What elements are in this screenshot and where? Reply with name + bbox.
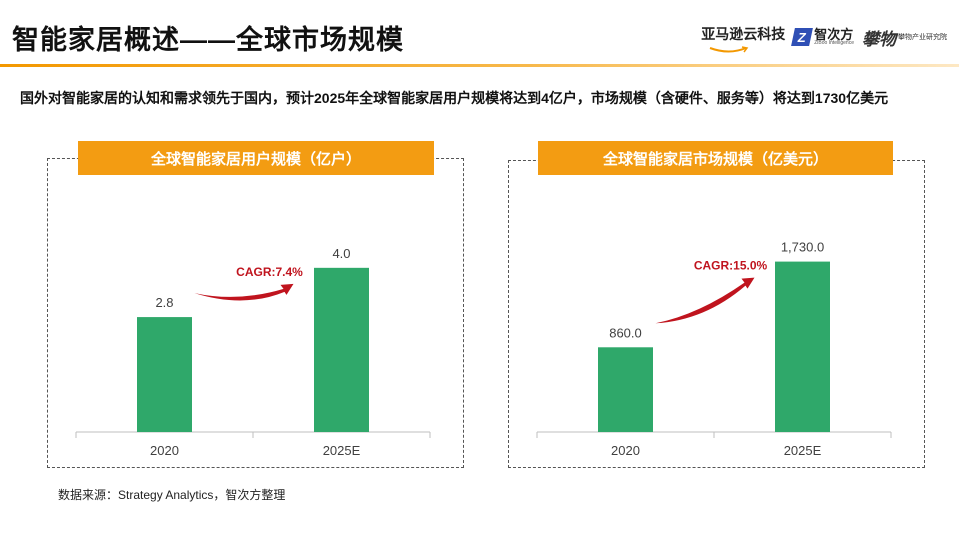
x-tick-label: 2025E	[323, 443, 361, 458]
data-label: 860.0	[609, 325, 642, 340]
data-bar	[314, 267, 369, 432]
cagr-label: CAGR:15.0%	[694, 259, 768, 273]
data-label: 1,730.0	[781, 240, 824, 255]
users-bar-chart: 2.8 2020 4.0 2025E CAGR:7.4%	[75, 246, 431, 458]
data-bar	[598, 347, 653, 432]
data-bar	[775, 261, 830, 432]
page-title: 智能家居概述——全球市场规模	[12, 25, 404, 55]
x-tick-label: 2020	[150, 443, 179, 458]
zhicifang-z-icon: Z	[791, 28, 814, 46]
zhicifang-logo: Z 智次方 ZiBoo Intelligence	[791, 27, 854, 46]
cagr-arrow-icon	[655, 277, 755, 324]
panwu-logo: 攀物 攀物产业研究院	[862, 25, 947, 50]
data-label: 2.8	[155, 295, 173, 310]
zhicifang-logo-text: 智次方	[814, 27, 854, 42]
amazon-cloud-logo-text: 亚马逊云科技	[701, 26, 786, 42]
panwu-logo-subtext: 攀物产业研究院	[898, 34, 947, 41]
chart-header-users: 全球智能家居用户规模（亿户）	[78, 141, 434, 175]
x-tick-label: 2020	[611, 443, 640, 458]
amazon-cloud-logo: 亚马逊云科技	[701, 24, 786, 53]
x-tick-label: 2025E	[784, 443, 822, 458]
source-note: 数据来源：Strategy Analytics，智次方整理	[58, 488, 286, 502]
logo-group: 亚马逊云科技 Z 智次方 ZiBoo Intelligence 攀物 攀物产业研…	[701, 22, 947, 53]
panwu-logo-mark: 攀物	[862, 29, 896, 50]
smile-arrow-icon	[709, 46, 749, 53]
chart-header-market: 全球智能家居市场规模（亿美元）	[538, 141, 893, 175]
zhicifang-logo-subtext: ZiBoo Intelligence	[814, 40, 854, 46]
cagr-arrow-icon	[194, 283, 294, 301]
cagr-label: CAGR:7.4%	[236, 265, 303, 279]
market-bar-chart: 860.0 2020 1,730.0 2025E CAGR:15.0%	[536, 240, 892, 458]
title-underline	[0, 64, 959, 67]
description-text: 国外对智能家居的认知和需求领先于国内，预计2025年全球智能家居用户规模将达到4…	[20, 90, 889, 106]
data-label: 4.0	[332, 246, 350, 261]
data-bar	[137, 317, 192, 432]
